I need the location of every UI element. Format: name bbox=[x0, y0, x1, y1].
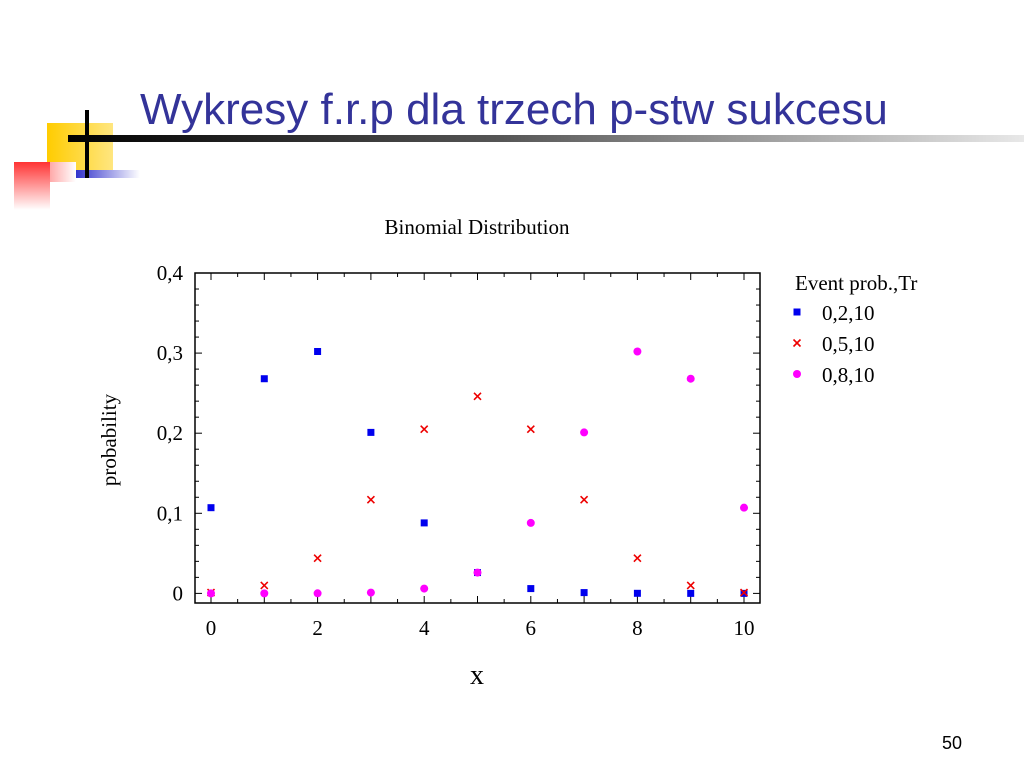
legend-label: 0,2,10 bbox=[822, 301, 875, 325]
data-point bbox=[260, 581, 269, 590]
legend-marker bbox=[793, 370, 801, 378]
data-point bbox=[473, 392, 482, 401]
x-axis-label: x bbox=[470, 660, 484, 691]
data-point bbox=[633, 347, 642, 356]
y-tick-label: 0,4 bbox=[157, 261, 184, 285]
data-point bbox=[527, 585, 535, 593]
data-point bbox=[526, 518, 535, 527]
data-point bbox=[633, 554, 642, 563]
page-number: 50 bbox=[941, 733, 962, 753]
x-tick-label: 8 bbox=[632, 616, 643, 640]
axis-tick-labels: 0 2 4 6 8 10 0 0,1 0,2 0,3 0,4 bbox=[157, 261, 755, 640]
series-0,8,10 bbox=[206, 347, 749, 598]
title-decoration bbox=[14, 110, 140, 210]
y-tick-label: 0 bbox=[173, 581, 184, 605]
legend-marker bbox=[792, 338, 802, 348]
y-tick-label: 0,3 bbox=[157, 341, 183, 365]
legend: Event prob.,Tr 0,2,10 0,5,10 0,8,10 bbox=[792, 271, 917, 387]
data-point bbox=[686, 374, 695, 383]
y-tick-label: 0,1 bbox=[157, 501, 183, 525]
data-point bbox=[740, 503, 749, 512]
data-point bbox=[366, 588, 375, 597]
data-point bbox=[580, 589, 588, 597]
x-tick-label: 6 bbox=[526, 616, 537, 640]
data-point bbox=[367, 428, 375, 436]
series-0,2,10 bbox=[207, 347, 748, 597]
y-axis-label: probability bbox=[97, 393, 121, 486]
data-point bbox=[313, 589, 322, 598]
data-point bbox=[686, 581, 695, 590]
data-point bbox=[526, 425, 535, 434]
data-point bbox=[366, 495, 375, 504]
data-points bbox=[206, 347, 749, 598]
data-point bbox=[420, 584, 429, 593]
data-point bbox=[580, 495, 589, 504]
data-point bbox=[207, 504, 215, 512]
chart-title: Binomial Distribution bbox=[385, 215, 570, 239]
data-point bbox=[260, 589, 269, 598]
x-tick-label: 2 bbox=[312, 616, 323, 640]
data-point bbox=[687, 589, 695, 597]
legend-label: 0,8,10 bbox=[822, 363, 875, 387]
deco-red-bar-v bbox=[14, 162, 50, 210]
legend-title: Event prob.,Tr bbox=[795, 271, 917, 295]
plot-frame bbox=[194, 272, 761, 604]
x-tick-label: 4 bbox=[419, 616, 430, 640]
title-underline bbox=[68, 135, 1024, 142]
data-point bbox=[739, 588, 749, 597]
axis-ticks bbox=[195, 272, 760, 603]
data-point bbox=[420, 519, 428, 527]
data-point bbox=[633, 589, 641, 597]
legend-label: 0,5,10 bbox=[822, 332, 875, 356]
series-0,5,10 bbox=[206, 392, 749, 597]
x-tick-label: 10 bbox=[734, 616, 755, 640]
deco-blue-bar bbox=[76, 170, 140, 178]
data-point bbox=[580, 428, 589, 437]
y-tick-label: 0,2 bbox=[157, 421, 183, 445]
x-tick-label: 0 bbox=[206, 616, 217, 640]
slide-title: Wykresy f.r.p dla trzech p-stw sukcesu bbox=[140, 85, 888, 134]
legend-marker bbox=[793, 308, 801, 316]
data-point bbox=[420, 425, 429, 434]
data-point bbox=[313, 554, 322, 563]
data-point bbox=[473, 568, 482, 577]
data-point bbox=[260, 375, 268, 383]
data-point bbox=[206, 589, 215, 598]
data-point bbox=[314, 347, 322, 355]
